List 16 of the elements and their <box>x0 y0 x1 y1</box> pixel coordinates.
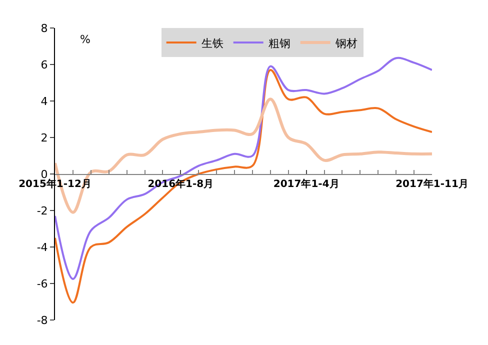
y-tick-label: 6 <box>40 58 48 72</box>
legend-label: 钢材 <box>334 36 358 50</box>
y-axis-title: % <box>80 33 90 46</box>
y-tick-label: -6 <box>36 277 48 290</box>
y-tick-label: -8 <box>36 314 48 327</box>
y-tick-label: -4 <box>36 240 48 254</box>
legend-label: 生铁 <box>201 36 224 50</box>
y-tick-label: 2 <box>40 131 48 144</box>
y-tick-label: 4 <box>40 94 48 108</box>
x-tick-label: 2017年1-11月 <box>396 178 468 190</box>
x-tick-label: 2017年1-4月 <box>273 178 340 190</box>
y-tick-label: 8 <box>40 22 48 35</box>
y-tick-label: 0 <box>40 168 48 181</box>
y-tick-label: -2 <box>36 204 48 218</box>
legend-label: 粗钢 <box>268 36 290 50</box>
line-series <box>55 98 432 214</box>
